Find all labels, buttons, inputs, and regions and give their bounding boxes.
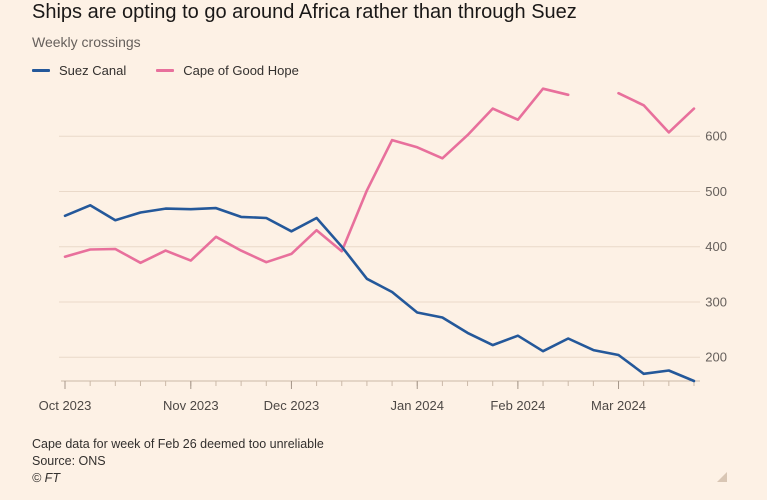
legend-label-cape: Cape of Good Hope	[183, 63, 299, 78]
legend-item-cape: Cape of Good Hope	[156, 63, 299, 78]
legend: Suez Canal Cape of Good Hope	[32, 63, 329, 78]
y-tick-label: 600	[705, 129, 727, 144]
y-tick-label: 200	[705, 350, 727, 365]
chart-title: Ships are opting to go around Africa rat…	[32, 1, 577, 23]
source-note: Source: ONS	[32, 454, 106, 468]
footnote-cape-data: Cape data for week of Feb 26 deemed too …	[32, 437, 324, 451]
x-tick-label: Dec 2023	[264, 398, 320, 413]
chart-subtitle: Weekly crossings	[32, 34, 141, 50]
legend-swatch-suez	[32, 69, 50, 72]
y-tick-label: 500	[705, 184, 727, 199]
y-tick-label: 300	[705, 294, 727, 309]
legend-item-suez: Suez Canal	[32, 63, 126, 78]
y-tick-label: 400	[705, 239, 727, 254]
x-tick-label: Oct 2023	[39, 398, 92, 413]
legend-swatch-cape	[156, 69, 175, 72]
resize-handle-icon[interactable]	[717, 472, 727, 482]
series-line-cape-of-good-hope	[63, 87, 570, 265]
x-tick-label: Nov 2023	[163, 398, 219, 413]
legend-label-suez: Suez Canal	[59, 63, 127, 78]
series-line-suez-canal	[63, 204, 696, 383]
series-line-cape-of-good-hope	[617, 91, 696, 134]
ft-credit: © FT	[32, 471, 60, 485]
x-tick-label: Feb 2024	[490, 398, 545, 413]
line-chart: 200 300 400 500 600 Oct 2023 Nov 2023 Dec 2023 J…	[39, 87, 727, 413]
footnotes: Cape data for week of Feb 26 deemed too …	[32, 436, 324, 487]
x-tick-label: Jan 2024	[390, 398, 444, 413]
x-tick-label: Mar 2024	[591, 398, 646, 413]
